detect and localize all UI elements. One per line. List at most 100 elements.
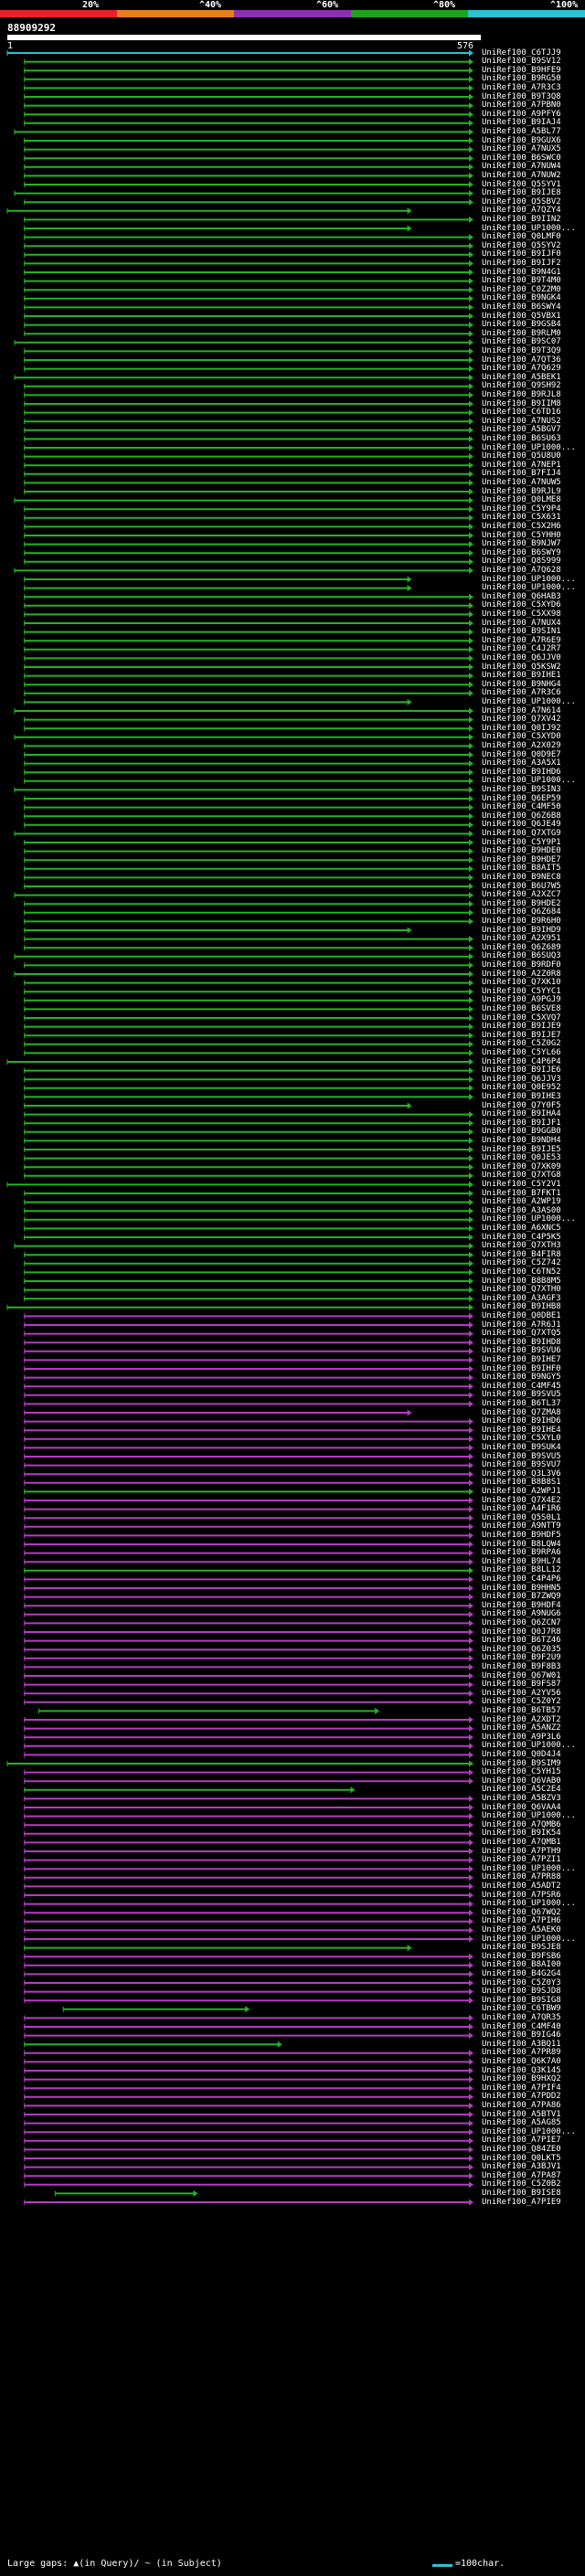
hit-label[interactable]: UniRef100_C0Z2M0 <box>482 284 561 294</box>
hit-label[interactable]: UniRef100_B9SIM9 <box>482 1758 561 1768</box>
hit-label[interactable]: UniRef100_Q6Z6B8 <box>482 811 561 821</box>
hit-label[interactable]: UniRef100_A7QR35 <box>482 2012 561 2022</box>
hit-label[interactable]: UniRef100_UP1000... <box>482 583 576 593</box>
hit-label[interactable]: UniRef100_B9SVU6 <box>482 1346 561 1356</box>
hit-label[interactable]: UniRef100_C5XYD6 <box>482 600 561 610</box>
hit-label[interactable]: UniRef100_Q5SBV2 <box>482 196 561 207</box>
hit-label[interactable]: UniRef100_Q3K145 <box>482 2065 561 2075</box>
hit-label[interactable]: UniRef100_B7ZWQ9 <box>482 1592 561 1602</box>
hit-label[interactable]: UniRef100_Q0D4J4 <box>482 1749 561 1759</box>
hit-label[interactable]: UniRef100_Q7X4E2 <box>482 1495 561 1505</box>
hit-label[interactable]: UniRef100_A3BQ11 <box>482 2039 561 2049</box>
hit-label[interactable]: UniRef100_Q6VAB0 <box>482 1776 561 1786</box>
hit-label[interactable]: UniRef100_Q7XK10 <box>482 978 561 988</box>
hit-label[interactable]: UniRef100_A7Q629 <box>482 364 561 374</box>
hit-label[interactable]: UniRef100_Q7XTG8 <box>482 1171 561 1181</box>
hit-label[interactable]: UniRef100_Q0LKT5 <box>482 2153 561 2163</box>
hit-label[interactable]: UniRef100_A7Q628 <box>482 565 561 575</box>
hit-label[interactable]: UniRef100_C5XYL0 <box>482 1434 561 1444</box>
hit-label[interactable]: UniRef100_C5X2H6 <box>482 521 561 531</box>
hit-label[interactable]: UniRef100_A2WPJ1 <box>482 1486 561 1496</box>
hit-label[interactable]: UniRef100_A6XNC5 <box>482 1223 561 1233</box>
hit-label[interactable]: UniRef100_A7R6E9 <box>482 635 561 645</box>
hit-label[interactable]: UniRef100_B9HDE0 <box>482 846 561 856</box>
hit-label[interactable]: UniRef100_A7PZI1 <box>482 1855 561 1865</box>
hit-label[interactable]: UniRef100_B9SUK4 <box>482 1442 561 1452</box>
hit-label[interactable]: UniRef100_B8AI00 <box>482 1960 561 1970</box>
hit-label[interactable]: UniRef100_UP1000... <box>482 223 576 233</box>
hit-label[interactable]: UniRef100_B9IJE9 <box>482 1022 561 1032</box>
hit-label[interactable]: UniRef100_A4F1R6 <box>482 1504 561 1514</box>
hit-label[interactable]: UniRef100_A7NUX5 <box>482 144 561 154</box>
hit-label[interactable]: UniRef100_A3A5X1 <box>482 758 561 769</box>
hit-label[interactable]: UniRef100_B9RG50 <box>482 74 561 84</box>
hit-label[interactable]: UniRef100_B9SJD8 <box>482 1987 561 1997</box>
hit-label[interactable]: UniRef100_B8B8S1 <box>482 1478 561 1488</box>
hit-label[interactable]: UniRef100_C4P6P4 <box>482 1056 561 1066</box>
hit-label[interactable]: UniRef100_B9IHE4 <box>482 1425 561 1435</box>
hit-label[interactable]: UniRef100_C6TN52 <box>482 1267 561 1277</box>
hit-label[interactable]: UniRef100_C5Y2V1 <box>482 1179 561 1189</box>
hit-label[interactable]: UniRef100_B9IJE8 <box>482 188 561 198</box>
hit-label[interactable]: UniRef100_C5Z0G2 <box>482 1039 561 1049</box>
hit-label[interactable]: UniRef100_A7NUW4 <box>482 162 561 172</box>
hit-label[interactable]: UniRef100_C5Z0Y3 <box>482 1977 561 1988</box>
hit-label[interactable]: UniRef100_C6TJJ9 <box>482 48 561 58</box>
hit-label[interactable]: UniRef100_UP1000... <box>482 574 576 584</box>
hit-label[interactable]: UniRef100_Q6K7A0 <box>482 2056 561 2066</box>
hit-label[interactable]: UniRef100_Q5SYV1 <box>482 179 561 189</box>
hit-label[interactable]: UniRef100_Q6JJV3 <box>482 1074 561 1084</box>
hit-label[interactable]: UniRef100_A7NUX4 <box>482 618 561 628</box>
hit-label[interactable]: UniRef100_Q6VAA4 <box>482 1802 561 1812</box>
hit-label[interactable]: UniRef100_C4MF40 <box>482 2021 561 2031</box>
hit-label[interactable]: UniRef100_Q5U8U0 <box>482 451 561 461</box>
hit-label[interactable]: UniRef100_B9GSB4 <box>482 320 561 330</box>
hit-label[interactable]: UniRef100_Q6JJV0 <box>482 652 561 663</box>
hit-label[interactable]: UniRef100_UP1000... <box>482 1863 576 1873</box>
hit-label[interactable]: UniRef100_A7QMB6 <box>482 1819 561 1829</box>
hit-label[interactable]: UniRef100_A9PGJ9 <box>482 995 561 1005</box>
hit-label[interactable]: UniRef100_Q9SH92 <box>482 381 561 391</box>
hit-label[interactable]: UniRef100_B6U7W5 <box>482 881 561 891</box>
hit-label[interactable]: UniRef100_B9RJL8 <box>482 389 561 399</box>
hit-label[interactable]: UniRef100_A5AG85 <box>482 2118 561 2128</box>
hit-label[interactable]: UniRef100_B9IJE7 <box>482 1030 561 1040</box>
hit-label[interactable]: UniRef100_B9RJL9 <box>482 486 561 496</box>
hit-label[interactable]: UniRef100_B9NHG4 <box>482 679 561 689</box>
hit-label[interactable]: UniRef100_Q7XK09 <box>482 1161 561 1171</box>
hit-label[interactable]: UniRef100_A2X029 <box>482 740 561 750</box>
hit-label[interactable]: UniRef100_B8B8M5 <box>482 1276 561 1286</box>
hit-label[interactable]: UniRef100_B9SC07 <box>482 337 561 347</box>
hit-label[interactable]: UniRef100_B9GGB0 <box>482 1127 561 1137</box>
hit-label[interactable]: UniRef100_B9HDE7 <box>482 854 561 864</box>
hit-label[interactable]: UniRef100_B9IIN2 <box>482 214 561 224</box>
hit-label[interactable]: UniRef100_Q6ZCN7 <box>482 1617 561 1627</box>
hit-label[interactable]: UniRef100_B9SIG8 <box>482 1995 561 2005</box>
hit-label[interactable]: UniRef100_B9HDF4 <box>482 1600 561 1610</box>
hit-label[interactable]: UniRef100_B9HFE9 <box>482 65 561 75</box>
hit-label[interactable]: UniRef100_Q67WQ2 <box>482 1907 561 1917</box>
hit-label[interactable]: UniRef100_Q7XV42 <box>482 715 561 725</box>
hit-label[interactable]: UniRef100_B9T3Q8 <box>482 91 561 101</box>
hit-label[interactable]: UniRef100_A7PTH9 <box>482 1846 561 1856</box>
hit-label[interactable]: UniRef100_B9R6H0 <box>482 916 561 926</box>
hit-label[interactable]: UniRef100_B6SUQ3 <box>482 951 561 961</box>
hit-label[interactable]: UniRef100_B6SVE8 <box>482 1003 561 1013</box>
hit-label[interactable]: UniRef100_Q0J7R8 <box>482 1627 561 1637</box>
hit-label[interactable]: UniRef100_A7PDD2 <box>482 2092 561 2102</box>
hit-label[interactable]: UniRef100_B9IHE1 <box>482 671 561 681</box>
hit-label[interactable]: UniRef100_B9IJE6 <box>482 1065 561 1076</box>
hit-label[interactable]: UniRef100_B9HL74 <box>482 1556 561 1566</box>
hit-label[interactable]: UniRef100_A7QMB1 <box>482 1837 561 1847</box>
hit-label[interactable]: UniRef100_Q0JE53 <box>482 1153 561 1163</box>
hit-label[interactable]: UniRef100_B6TB57 <box>482 1705 561 1715</box>
hit-label[interactable]: UniRef100_B6TZ46 <box>482 1636 561 1646</box>
hit-label[interactable]: UniRef100_C5Z742 <box>482 1258 561 1268</box>
hit-label[interactable]: UniRef100_C5YHH0 <box>482 530 561 540</box>
hit-label[interactable]: UniRef100_Q0E952 <box>482 1083 561 1093</box>
hit-label[interactable]: UniRef100_A7PIE7 <box>482 2136 561 2146</box>
hit-label[interactable]: UniRef100_A7NEP1 <box>482 460 561 470</box>
hit-label[interactable]: UniRef100_B9IHA4 <box>482 1109 561 1119</box>
hit-label[interactable]: UniRef100_Q6Z035 <box>482 1644 561 1654</box>
hit-label[interactable]: UniRef100_B9N4G1 <box>482 267 561 277</box>
